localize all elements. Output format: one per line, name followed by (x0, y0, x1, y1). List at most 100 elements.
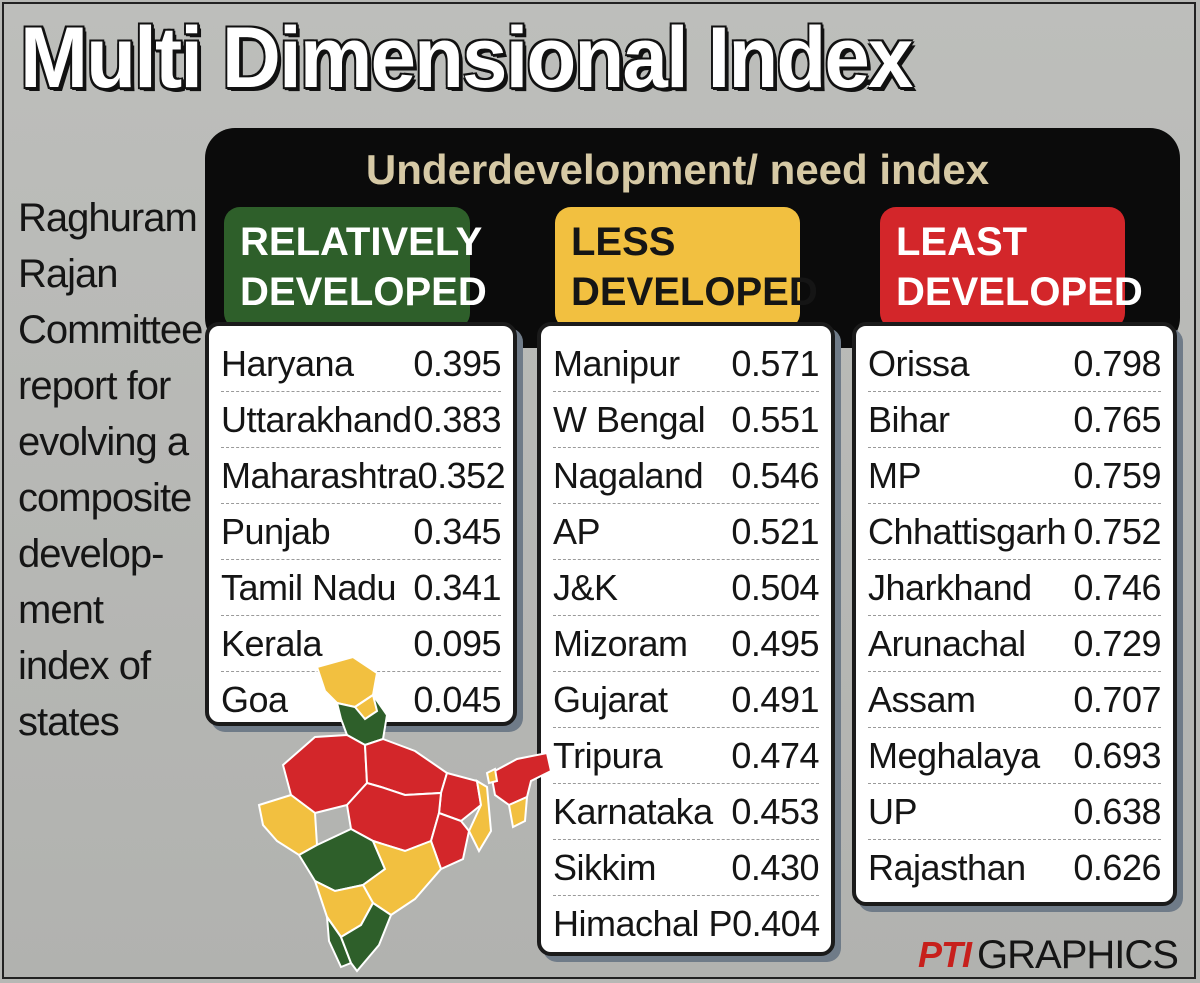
pti-graphics-text: GRAPHICS (977, 932, 1179, 977)
side-note-line: develop- (18, 532, 164, 576)
state-row: Haryana 0.395 (221, 336, 501, 392)
category-label: DEVELOPED (240, 270, 487, 314)
state-row: Tripura 0.474 (553, 728, 819, 784)
side-note-line: Committee (18, 308, 203, 352)
state-name: Nagaland (553, 454, 704, 496)
state-row: UP 0.638 (868, 784, 1161, 840)
index-value: 0.474 (731, 734, 819, 776)
index-value: 0.765 (1073, 398, 1161, 440)
index-value: 0.626 (1073, 847, 1161, 888)
state-name: Meghalaya (868, 734, 1040, 776)
index-value: 0.430 (731, 846, 819, 888)
index-value: 0.638 (1073, 790, 1161, 832)
state-row: Himachal P 0.404 (553, 896, 820, 952)
state-row: Assam 0.707 (868, 672, 1161, 728)
state-name: UP (868, 790, 918, 832)
state-name: Himachal P (553, 903, 733, 944)
category-label: DEVELOPED (571, 270, 818, 314)
map-region-bihar (437, 771, 483, 823)
index-value: 0.095 (413, 622, 501, 664)
index-value: 0.551 (731, 398, 819, 440)
state-name: Mizoram (553, 622, 688, 664)
category-header-less-developed: LESS DEVELOPED (555, 207, 818, 329)
state-name: Bihar (868, 398, 950, 440)
card-less-developed: Manipur 0.571 W Bengal 0.551 Nagaland 0.546 AP… (537, 322, 835, 956)
state-name: Karnataka (553, 790, 713, 832)
panel-subtitle: Underdevelopment/ need index (365, 146, 990, 193)
state-name: Chhattisgarh (868, 510, 1067, 552)
state-name: Sikkim (553, 846, 657, 888)
side-note-line: states (18, 700, 120, 744)
map-region-himachal (353, 693, 379, 721)
side-note-line: Rajan (18, 252, 119, 296)
index-value: 0.045 (413, 679, 501, 720)
state-row: Goa 0.045 (221, 672, 501, 728)
state-row: Chhattisgarh 0.752 (868, 504, 1161, 560)
state-row: Orissa 0.798 (868, 336, 1161, 392)
state-name: Jharkhand (868, 566, 1032, 608)
side-note-line: composite (18, 476, 192, 520)
state-row: Kerala 0.095 (221, 616, 501, 672)
state-name: Maharashtra (221, 454, 418, 496)
state-name: Haryana (221, 342, 354, 384)
state-name: Tamil Nadu (221, 566, 397, 608)
state-row: Jharkhand 0.746 (868, 560, 1161, 616)
state-row: Manipur 0.571 (553, 336, 819, 392)
map-region-northeast (489, 751, 553, 807)
index-value: 0.495 (731, 622, 819, 664)
category-label: LESS (571, 220, 676, 264)
state-row: Bihar 0.765 (868, 392, 1161, 448)
state-name: W Bengal (553, 398, 706, 440)
index-value: 0.345 (413, 510, 501, 552)
state-name: Orissa (868, 342, 970, 384)
pti-mark: PTI (918, 934, 972, 975)
page-title: Multi Dimensional Index (20, 10, 913, 106)
state-name: Punjab (221, 510, 331, 552)
state-row: Uttarakhand 0.383 (221, 392, 501, 448)
state-name: Assam (868, 678, 976, 720)
category-header-relatively-developed: RELATIVELY DEVELOPED (224, 207, 487, 329)
state-row: MP 0.759 (868, 448, 1161, 504)
index-value: 0.746 (1073, 566, 1161, 608)
map-region-tamilnadu (339, 901, 393, 973)
category-label: LEAST (896, 220, 1028, 264)
state-name: Arunachal (868, 622, 1026, 664)
state-name: Uttarakhand (221, 398, 412, 440)
index-value: 0.341 (413, 566, 501, 608)
state-row: Nagaland 0.546 (553, 448, 819, 504)
map-region-sikkim (485, 767, 499, 785)
map-region-tripura (507, 795, 529, 829)
state-name: MP (868, 454, 922, 496)
side-note: Raghuram Rajan Committee report for evol… (18, 190, 203, 750)
index-value: 0.395 (413, 342, 501, 384)
state-row: J&K 0.504 (553, 560, 819, 616)
state-row: Punjab 0.345 (221, 504, 501, 560)
index-value: 0.521 (731, 510, 819, 552)
card-least-developed: Orissa 0.798 Bihar 0.765 MP 0.759 Chhattisgarh… (852, 322, 1177, 906)
state-row: Arunachal 0.729 (868, 616, 1161, 672)
state-row: Rajasthan 0.626 (868, 840, 1161, 896)
index-value: 0.491 (731, 678, 819, 720)
state-name: Kerala (221, 622, 323, 664)
index-value: 0.404 (732, 903, 820, 944)
state-name: Gujarat (553, 678, 668, 720)
category-label: DEVELOPED (896, 270, 1143, 314)
index-value: 0.752 (1073, 510, 1161, 552)
side-note-line: Raghuram (18, 196, 198, 240)
india-map-icon (257, 655, 553, 973)
index-value: 0.693 (1073, 734, 1161, 776)
state-row: Gujarat 0.491 (553, 672, 819, 728)
pti-graphics-logo: PTI GRAPHICS (918, 928, 1179, 982)
category-label: RELATIVELY (240, 220, 483, 264)
category-header-least-developed: LEAST DEVELOPED (880, 207, 1143, 329)
state-name: Rajasthan (868, 847, 1026, 888)
state-name: J&K (553, 566, 618, 608)
index-value: 0.798 (1073, 342, 1161, 384)
state-row: Maharashtra 0.352 (221, 448, 506, 504)
index-value: 0.546 (731, 454, 819, 496)
index-value: 0.759 (1073, 454, 1161, 496)
map-region-kerala (325, 913, 353, 969)
map-region-wbengal (467, 779, 493, 854)
map-region-ap (361, 839, 443, 917)
state-row: W Bengal 0.551 (553, 392, 819, 448)
